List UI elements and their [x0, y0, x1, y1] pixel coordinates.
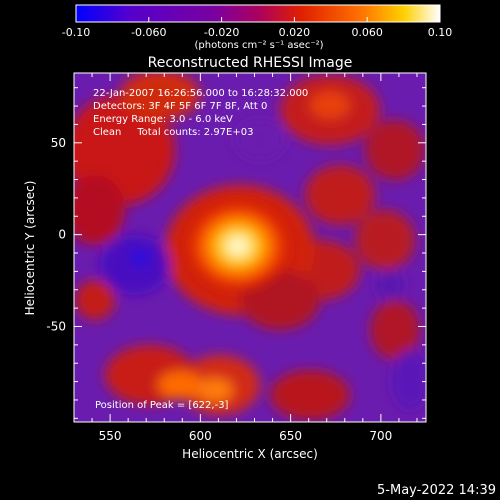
peak-source	[183, 198, 293, 294]
footer-date: 5-May-2022 14:39	[377, 483, 496, 498]
colorbar-tick-label: -0.060	[131, 26, 166, 39]
y-tick-label: -50	[46, 319, 66, 333]
plot-frame	[73, 72, 427, 423]
colorbar-tick-label: -0.10	[62, 26, 90, 39]
x-axis-ticks: 550 600 650 700	[91, 73, 418, 443]
x-tick-label: 650	[279, 429, 302, 443]
colorbar-unit-label: (photons cm⁻² s⁻¹ asec⁻²)	[194, 40, 323, 51]
y-tick-label: 0	[58, 228, 66, 242]
annotation-clean-counts: Clean Total counts: 2.97E+03	[93, 127, 253, 138]
annotation-time-range: 22-Jan-2007 16:26:56.000 to 16:28:32.000	[93, 88, 308, 99]
x-tick-label: 550	[99, 429, 122, 443]
colorbar-ticks: -0.10 -0.060 -0.020 0.020 0.060 0.10	[62, 17, 452, 39]
annotation-block: 22-Jan-2007 16:26:56.000 to 16:28:32.000…	[93, 88, 308, 138]
heatmap-image	[74, 73, 426, 422]
annotation-detectors: Detectors: 3F 4F 5F 6F 7F 8F, Att 0	[93, 101, 267, 112]
annotation-energy-range: Energy Range: 3.0 - 6.0 keV	[93, 114, 233, 125]
y-tick-label: 50	[51, 136, 66, 150]
x-axis-label: Heliocentric X (arcsec)	[182, 447, 318, 461]
colorbar-tick-label: 0.060	[351, 26, 383, 39]
y-axis-ticks: 50 0 -50	[46, 87, 426, 419]
colorbar-tick-label: 0.020	[279, 26, 311, 39]
y-axis-label: Heliocentric Y (arcsec)	[23, 181, 37, 316]
colorbar-tick-label: 0.10	[428, 26, 453, 39]
colorbar-tick-label: -0.020	[204, 26, 239, 39]
x-tick-label: 600	[189, 429, 212, 443]
colorbar	[75, 4, 441, 23]
x-tick-label: 700	[369, 429, 392, 443]
chart-title: Reconstructed RHESSI Image	[148, 55, 353, 71]
peak-position-label: Position of Peak = [622,-3]	[95, 400, 229, 411]
